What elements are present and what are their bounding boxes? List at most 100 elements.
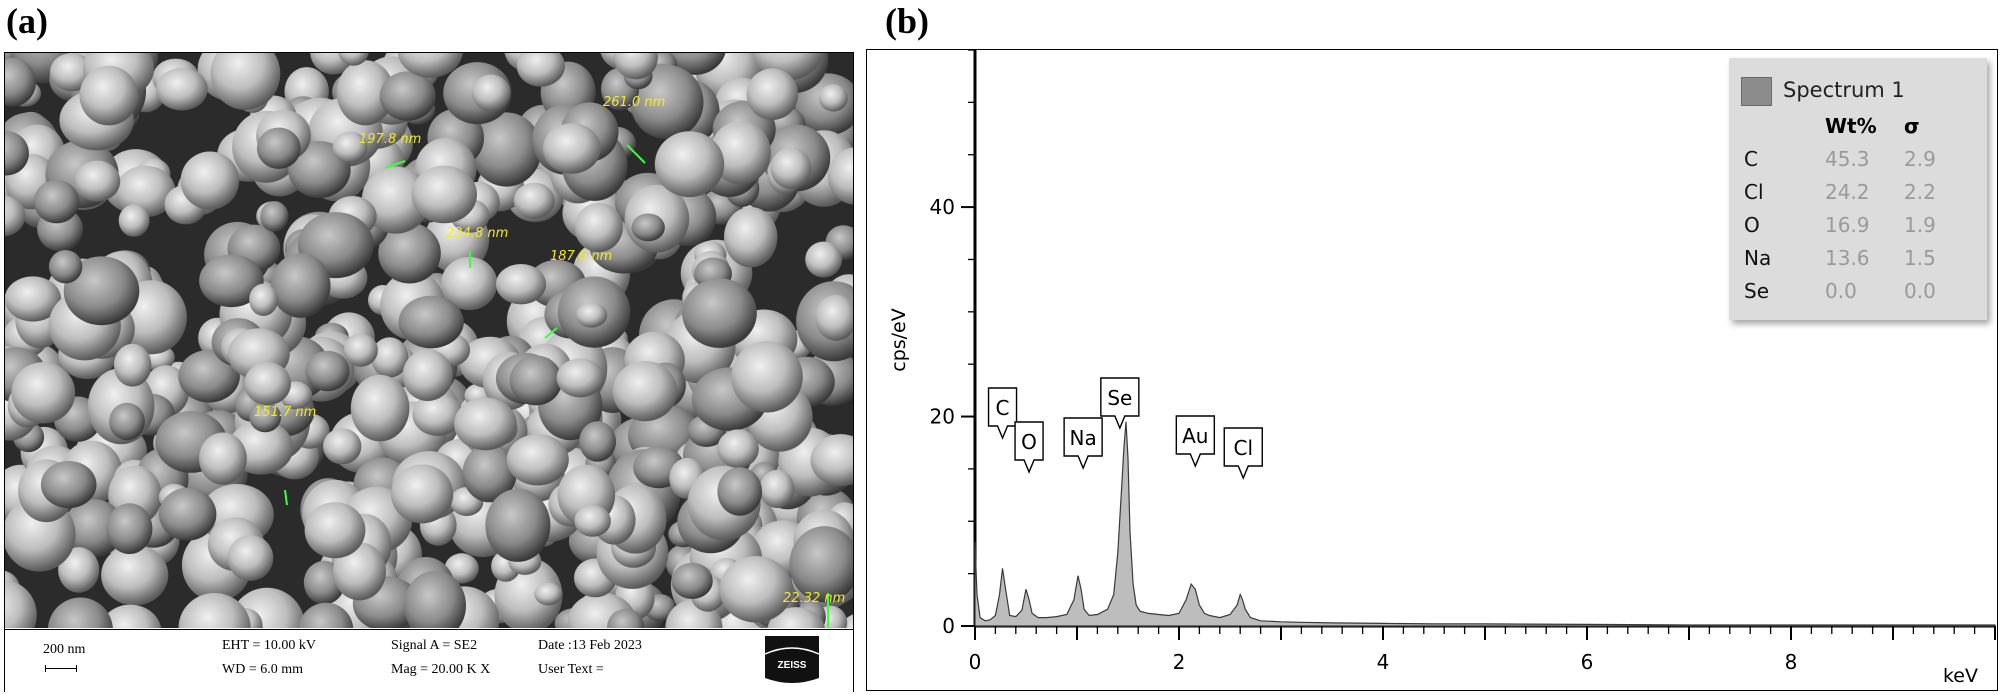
panel-label-b: (b) xyxy=(885,1,929,41)
table-element: Na xyxy=(1744,246,1772,270)
sem-particles xyxy=(5,53,853,628)
measurement-label: 234.8 nm xyxy=(446,226,509,241)
sem-particle xyxy=(338,53,369,66)
wd-value: WD = 6.0 mm xyxy=(222,662,303,677)
measurement-arrow xyxy=(384,160,406,169)
sem-particle xyxy=(101,544,169,606)
sem-particle xyxy=(612,361,678,422)
sem-particle xyxy=(495,264,547,305)
sem-particle xyxy=(343,333,378,367)
sem-micrograph: 197.8 nm 261.0 nm 234.8 nm 187.6 nm 151.… xyxy=(5,53,853,628)
legend-table: Spectrum 1 Wt% σ C 45.3 2.9 Cl 24.2 2.2 … xyxy=(1729,58,1987,320)
eht-value: EHT = 10.00 kV xyxy=(222,638,316,653)
sem-particle xyxy=(244,362,291,406)
sem-particle xyxy=(5,130,29,176)
panel-label-a: (a) xyxy=(6,1,48,41)
mag-value: Mag = 20.00 K X xyxy=(391,662,491,677)
y-tick-label: 40 xyxy=(930,195,955,219)
sem-particle xyxy=(298,602,354,628)
sem-particle xyxy=(106,503,153,554)
sem-particle xyxy=(109,402,145,441)
peak-label-box xyxy=(1063,417,1103,470)
sem-particle xyxy=(378,222,441,284)
sem-particle xyxy=(5,580,37,628)
peak-label-box xyxy=(1223,427,1263,480)
peak-label: C xyxy=(987,387,1018,440)
peak-label-box xyxy=(987,387,1018,440)
scale-bar-label: 200 nm xyxy=(43,642,86,657)
sem-particle xyxy=(113,343,152,387)
sem-particle xyxy=(159,487,217,541)
sem-particle xyxy=(454,397,517,451)
sem-particle xyxy=(770,147,812,189)
sem-particle xyxy=(350,374,410,442)
measurement-label: 261.0 nm xyxy=(603,95,666,110)
date-value: Date :13 Feb 2023 xyxy=(538,638,642,653)
sem-particle xyxy=(471,112,542,187)
peak-label-box xyxy=(1175,415,1216,468)
peak-label-box xyxy=(1014,421,1044,474)
sem-particle xyxy=(79,65,139,126)
sem-particle xyxy=(717,467,762,516)
sem-particle xyxy=(199,254,264,308)
peak-label: Se xyxy=(1100,377,1140,430)
sem-particle xyxy=(556,358,604,398)
measurement-label: 151.7 nm xyxy=(254,405,317,420)
sem-particle xyxy=(542,123,601,174)
sem-particle xyxy=(397,53,463,78)
sem-particle xyxy=(441,256,498,311)
sem-particle xyxy=(827,147,853,205)
sem-particle xyxy=(305,350,350,392)
sem-particle xyxy=(534,582,563,606)
sem-particle xyxy=(115,165,176,218)
peak-label-box xyxy=(1100,377,1140,430)
sem-particle xyxy=(731,341,803,413)
sem-info-bar: 200 nm EHT = 10.00 kV WD = 6.0 mm Signal… xyxy=(5,629,853,692)
peak-label: O xyxy=(1014,421,1044,474)
x-axis-label: keV xyxy=(1943,665,1978,687)
x-tick-label: 6 xyxy=(1581,650,1594,674)
table-element: Cl xyxy=(1744,180,1764,204)
sem-panel: 197.8 nm 261.0 nm 234.8 nm 187.6 nm 151.… xyxy=(4,52,854,692)
sem-particle xyxy=(759,469,795,509)
sem-particle xyxy=(607,608,645,628)
measurement-arrow xyxy=(626,144,646,164)
sem-particle xyxy=(63,256,140,326)
sem-particle xyxy=(178,593,251,628)
sem-particle xyxy=(717,429,759,469)
sem-particle xyxy=(818,84,848,112)
sem-particle xyxy=(789,526,853,603)
sem-particle xyxy=(509,355,563,406)
measurement-label: 197.8 nm xyxy=(359,132,422,147)
sem-particle xyxy=(746,68,799,120)
sem-particle xyxy=(118,204,150,237)
sem-particle xyxy=(48,250,83,284)
table-element: O xyxy=(1744,213,1760,237)
peak-label: Na xyxy=(1063,417,1103,470)
sem-particle xyxy=(682,278,757,348)
peak-label-text: Au xyxy=(1182,424,1208,448)
sem-particle xyxy=(574,202,623,253)
table-sigma: 2.2 xyxy=(1904,180,1936,204)
sem-particle xyxy=(719,556,793,623)
sem-particle xyxy=(444,553,479,584)
x-tick-label: 2 xyxy=(1173,650,1186,674)
table-header-sigma: σ xyxy=(1904,114,1920,138)
peak-label-text: Se xyxy=(1107,386,1132,410)
table-sigma: 1.5 xyxy=(1904,246,1936,270)
sem-particle xyxy=(411,165,477,224)
zeiss-logo: ZEISS xyxy=(764,636,820,683)
x-tick-label: 0 xyxy=(969,650,982,674)
sem-particle xyxy=(178,349,240,403)
signal-value: Signal A = SE2 xyxy=(391,638,478,653)
sem-particle xyxy=(5,57,36,107)
sem-particle xyxy=(33,180,80,224)
sem-particle xyxy=(249,283,278,316)
measurement-arrow xyxy=(284,489,288,506)
sem-particle xyxy=(485,488,551,562)
table-wt: 0.0 xyxy=(1825,279,1857,303)
sem-particle xyxy=(199,432,247,485)
peak-label-text: Na xyxy=(1070,426,1097,450)
sem-particle xyxy=(462,443,517,503)
